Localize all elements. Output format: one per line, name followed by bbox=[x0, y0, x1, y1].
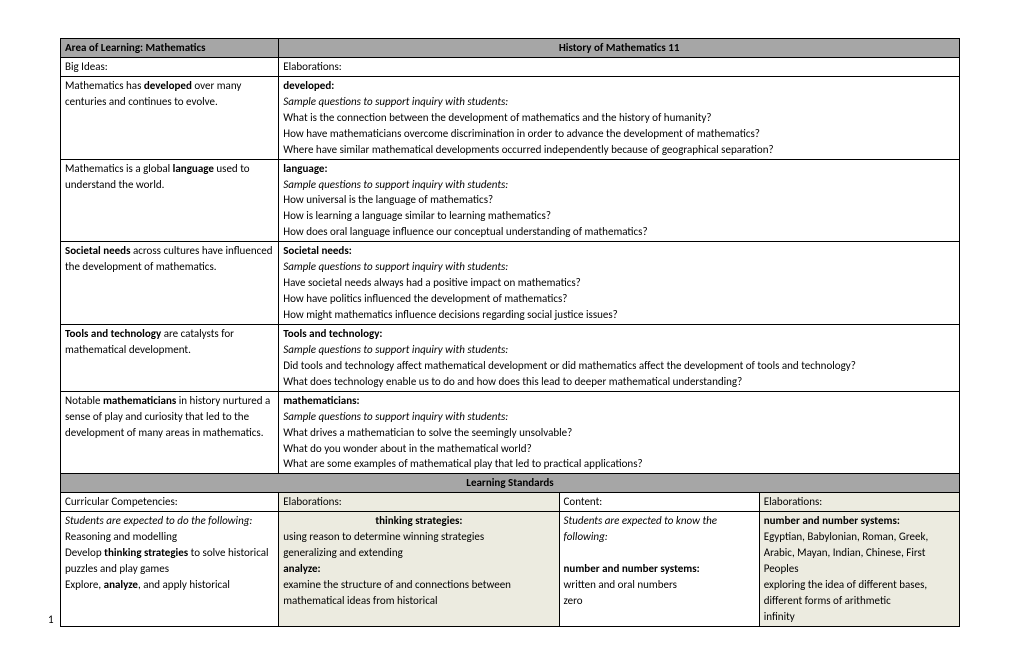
big-ideas-header-row: Big Ideas: Elaborations: bbox=[61, 57, 960, 76]
ls-h-c4: Elaborations: bbox=[759, 493, 959, 511]
elaboration-text: Tools and technology:Sample questions to… bbox=[279, 324, 960, 391]
elab-line: Where have similar mathematical developm… bbox=[283, 142, 955, 158]
big-idea-row: Societal needs across cultures have infl… bbox=[61, 242, 960, 325]
big-idea-text: Societal needs across cultures have infl… bbox=[61, 242, 279, 325]
area-of-learning: Area of Learning: Mathematics bbox=[61, 39, 279, 58]
ls-h-c2: Elaborations: bbox=[279, 493, 559, 511]
elab-heading: Societal needs: bbox=[283, 243, 955, 259]
elab-line: How have mathematicians overcome discrim… bbox=[283, 126, 955, 142]
big-idea-text: Notable mathematicians in history nurtur… bbox=[61, 391, 279, 474]
big-idea-row: Tools and technology are catalysts for m… bbox=[61, 324, 960, 391]
elab-line: How have politics influenced the develop… bbox=[283, 291, 955, 307]
ls-c1-line: Explore, analyze, and apply historical bbox=[65, 577, 274, 593]
elab-line: What does technology enable us to do and… bbox=[283, 374, 955, 390]
elab-heading: developed: bbox=[283, 78, 955, 94]
course-title: History of Mathematics 11 bbox=[279, 39, 960, 58]
elaboration-text: mathematicians:Sample questions to suppo… bbox=[279, 391, 960, 474]
ls-c2-body: thinking strategies:using reason to dete… bbox=[279, 512, 559, 627]
ls-c4-body: number and number systems:Egyptian, Baby… bbox=[759, 512, 959, 627]
ls-c3-line: written and oral numbers bbox=[564, 577, 755, 593]
big-idea-row: Mathematics is a global language used to… bbox=[61, 159, 960, 242]
elaboration-text: language:Sample questions to support inq… bbox=[279, 159, 960, 242]
sample-q-label: Sample questions to support inquiry with… bbox=[283, 409, 955, 425]
header-row: Area of Learning: Mathematics History of… bbox=[61, 39, 960, 58]
elab-line: What do you wonder about in the mathemat… bbox=[283, 441, 955, 457]
ls-c4-line: infinity bbox=[764, 609, 955, 625]
ls-c3-body: Students are expected to know the follow… bbox=[559, 512, 759, 627]
ls-c2-heading2: analyze: bbox=[283, 561, 554, 577]
ls-c2-line: examine the structure of and connections… bbox=[283, 577, 554, 609]
elaboration-text: Societal needs:Sample questions to suppo… bbox=[279, 242, 960, 325]
sample-q-label: Sample questions to support inquiry with… bbox=[283, 259, 955, 275]
elab-line: What are some examples of mathematical p… bbox=[283, 456, 955, 472]
ls-c3-line: zero bbox=[564, 593, 755, 609]
elab-line: How is learning a language similar to le… bbox=[283, 208, 955, 224]
sample-q-label: Sample questions to support inquiry with… bbox=[283, 177, 955, 193]
elab-line: Did tools and technology affect mathemat… bbox=[283, 358, 955, 374]
elab-line: How might mathematics influence decision… bbox=[283, 307, 955, 323]
ls-h-c1: Curricular Competencies: bbox=[61, 493, 279, 511]
big-idea-text: Mathematics is a global language used to… bbox=[61, 159, 279, 242]
big-idea-text: Tools and technology are catalysts for m… bbox=[61, 324, 279, 391]
big-idea-row: Mathematics has developed over many cent… bbox=[61, 76, 960, 159]
page-number: 1 bbox=[48, 613, 54, 626]
learning-standards-row: Learning Standards bbox=[61, 474, 960, 493]
ls-c2-line: using reason to determine winning strate… bbox=[283, 529, 554, 545]
sample-q-label: Sample questions to support inquiry with… bbox=[283, 342, 955, 358]
elab-heading: Tools and technology: bbox=[283, 326, 955, 342]
elab-line: What drives a mathematician to solve the… bbox=[283, 425, 955, 441]
big-ideas-label: Big Ideas: bbox=[61, 57, 279, 76]
elaborations-label: Elaborations: bbox=[279, 57, 960, 76]
big-idea-row: Notable mathematicians in history nurtur… bbox=[61, 391, 960, 474]
ls-c1-line: Develop thinking strategies to solve his… bbox=[65, 545, 274, 577]
ls-c4-heading: number and number systems: bbox=[764, 513, 955, 529]
ls-c3-heading: number and number systems: bbox=[564, 561, 755, 577]
ls-c3-intro: Students are expected to know the follow… bbox=[564, 513, 755, 545]
ls-c1-line: Reasoning and modelling bbox=[65, 529, 274, 545]
learning-standards-label: Learning Standards bbox=[61, 474, 960, 493]
big-idea-text: Mathematics has developed over many cent… bbox=[61, 76, 279, 159]
curriculum-table: Area of Learning: Mathematics History of… bbox=[60, 38, 960, 493]
elab-line: Have societal needs always had a positiv… bbox=[283, 275, 955, 291]
elab-heading: mathematicians: bbox=[283, 393, 955, 409]
elab-line: What is the connection between the devel… bbox=[283, 110, 955, 126]
ls-h-c3: Content: bbox=[559, 493, 759, 511]
elaboration-text: developed:Sample questions to support in… bbox=[279, 76, 960, 159]
elab-line: How universal is the language of mathema… bbox=[283, 192, 955, 208]
learning-standards-table: Curricular Competencies: Elaborations: C… bbox=[60, 493, 960, 627]
ls-c4-line: exploring the idea of different bases, d… bbox=[764, 577, 955, 609]
ls-c1-body: Students are expected to do the followin… bbox=[61, 512, 279, 627]
ls-c2-line: generalizing and extending bbox=[283, 545, 554, 561]
sample-q-label: Sample questions to support inquiry with… bbox=[283, 94, 955, 110]
ls-body-row: Students are expected to do the followin… bbox=[61, 512, 960, 627]
ls-c4-line: Egyptian, Babylonian, Roman, Greek, Arab… bbox=[764, 529, 955, 577]
ls-c1-intro: Students are expected to do the followin… bbox=[65, 513, 274, 529]
ls-header-row: Curricular Competencies: Elaborations: C… bbox=[61, 493, 960, 511]
elab-line: How does oral language influence our con… bbox=[283, 224, 955, 240]
elab-heading: language: bbox=[283, 161, 955, 177]
ls-c2-heading: thinking strategies: bbox=[283, 513, 554, 529]
